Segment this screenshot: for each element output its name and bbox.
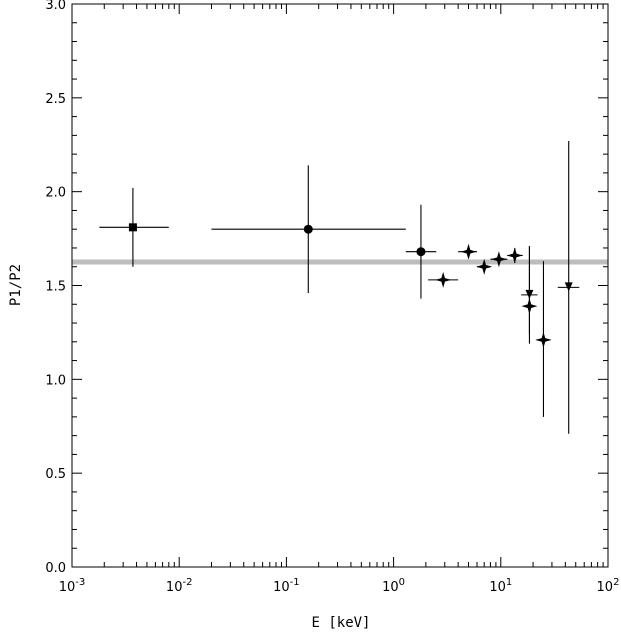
y-tick-label: 1.5 [45,280,66,295]
x-tick-label: 100 [382,577,405,595]
down-arrow-point [521,246,538,335]
x-tick-label: 10-2 [166,577,193,595]
axes-layer: 10-3 10-2 10-1 100 101 102 0.0 0.5 1.0 1.5 2.0 2.5 3… [45,0,619,595]
star4-point [476,258,493,275]
y-tick-label: 2.5 [45,92,66,107]
y-tick-label: 2.0 [45,186,66,201]
upper-limit-arrow [525,289,534,299]
circle-marker [416,247,426,257]
upper-limit-arrow [564,282,573,292]
star-marker [535,331,552,348]
star-marker [476,258,493,275]
y-tick-label: 1.0 [45,373,66,388]
star4-point [490,251,508,268]
star-marker [435,271,452,288]
star4-point [428,271,459,288]
star-marker [506,247,523,264]
x-tick-label: 101 [489,577,512,595]
x-tick-label: 10-1 [273,577,300,595]
circle-point [405,204,437,299]
x-tick-label: 10-3 [59,577,86,595]
y-tick-label: 0.5 [45,467,66,482]
square-point [99,187,169,267]
star4-point [535,261,552,417]
y-tick-label: 0.0 [45,561,66,576]
x-tick-label: 102 [597,577,620,595]
star4-point [506,247,523,264]
x-axis-title: E [keV] [311,615,370,631]
square-marker [128,223,137,232]
star-marker [490,251,507,268]
y-tick-label: 3.0 [45,0,66,13]
circle-marker [303,224,313,234]
down-arrow-point [557,140,580,434]
plot-frame [71,3,609,568]
data-layer [99,140,580,434]
star-marker [460,243,477,260]
y-axis-title: P1/P2 [8,264,24,306]
star4-point [458,243,478,260]
circle-point [211,165,406,294]
